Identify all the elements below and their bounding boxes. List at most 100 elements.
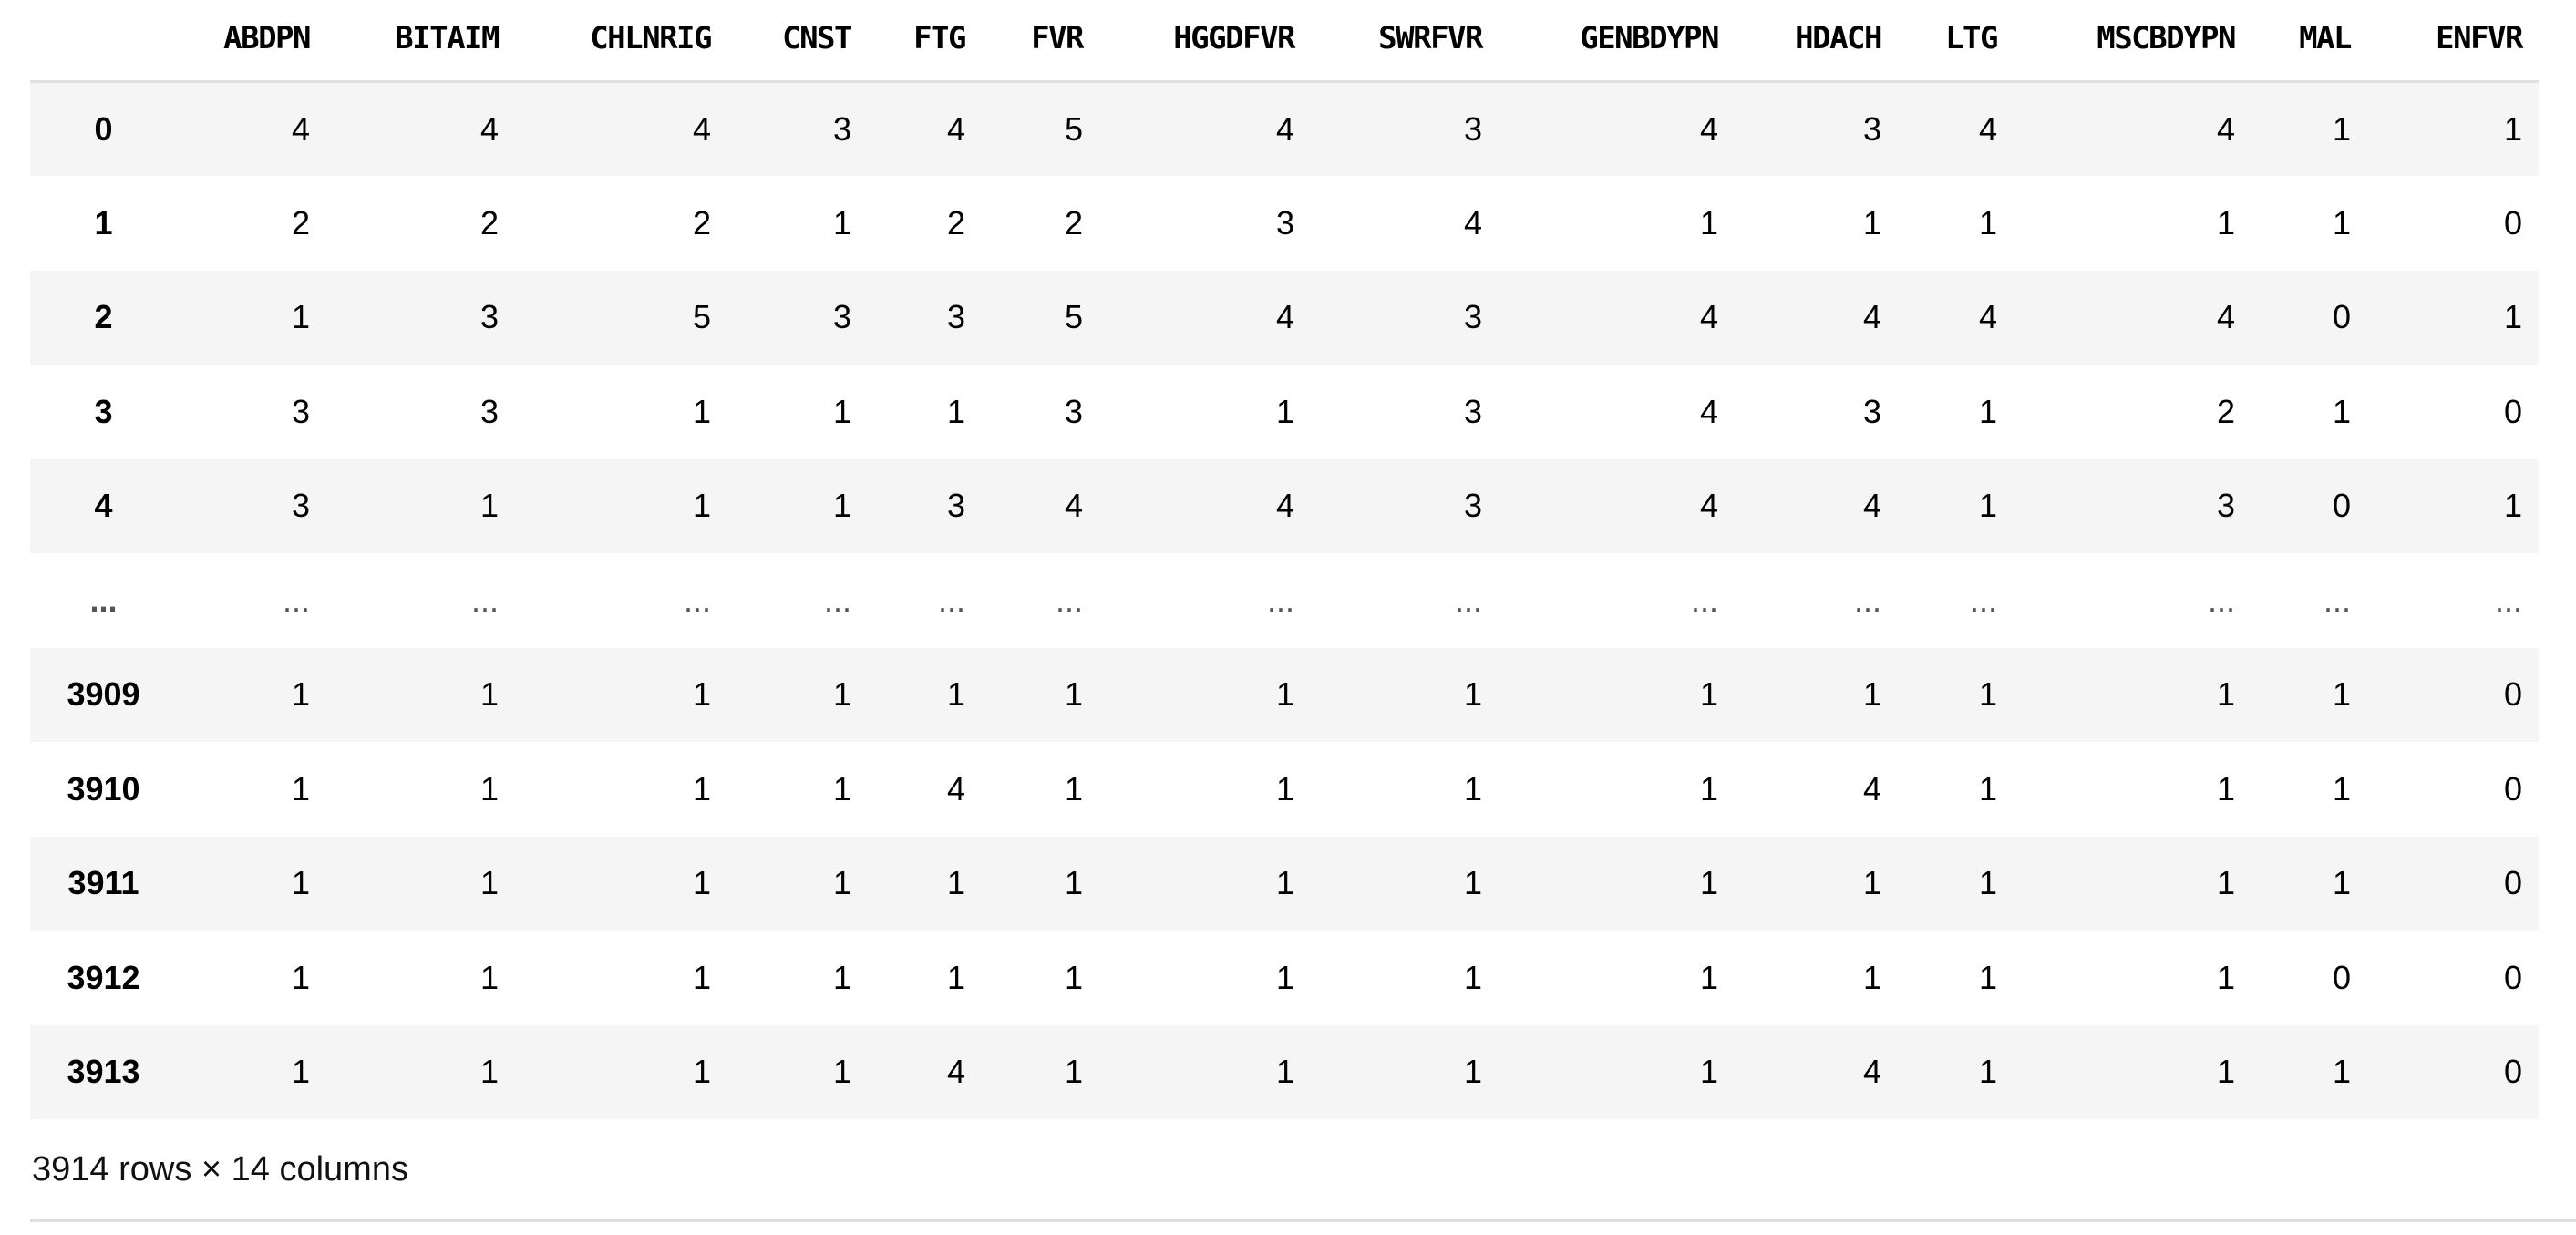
cell-enfvr: 0	[2503, 675, 2522, 714]
cell-bitaim: 3	[479, 298, 499, 336]
cell-mal: 1	[2332, 203, 2351, 242]
cell-chlnrig: 1	[692, 675, 711, 714]
cell-swrfvr: 1	[1463, 769, 1482, 808]
cell-ftg: 3	[946, 487, 965, 525]
cell-cnst: 3	[832, 110, 851, 148]
cell-genbdypn: 4	[1699, 392, 1718, 430]
cell-abdpn: 3	[291, 487, 310, 525]
cell-chlnrig: ...	[683, 581, 711, 619]
cell-mscbdypn: 1	[2216, 1053, 2235, 1091]
cell-mscbdypn: 1	[2216, 864, 2235, 902]
cell-ltg: 1	[1978, 1053, 1997, 1091]
cell-abdpn: 1	[291, 958, 310, 996]
cell-fvr: 1	[1064, 958, 1083, 996]
cell-abdpn: 4	[291, 110, 310, 148]
cell-ftg: 4	[946, 110, 965, 148]
cell-swrfvr: 3	[1463, 110, 1482, 148]
cell-abdpn: 1	[291, 1053, 310, 1091]
cell-bitaim: 3	[479, 392, 499, 430]
cell-enfvr: 1	[2503, 298, 2522, 336]
cell-ltg: 1	[1978, 769, 1997, 808]
cell-bitaim: 1	[479, 487, 499, 525]
table-row: 1 2 2 2 1 2 2 3 4 1 1 1 1 1 0	[30, 176, 2539, 271]
cell-fvr: 3	[1064, 392, 1083, 430]
cell-abdpn: 2	[291, 203, 310, 242]
cell-cnst: 1	[832, 958, 851, 996]
cell-cnst: 1	[832, 864, 851, 902]
table-row: 2 1 3 5 3 3 5 4 3 4 4 4 4 0 1	[30, 270, 2539, 365]
row-index: 2	[94, 298, 113, 336]
cell-ltg: 4	[1978, 298, 1997, 336]
cell-fvr: 1	[1064, 675, 1083, 714]
cell-mscbdypn: 4	[2216, 110, 2235, 148]
column-header-ltg: LTG	[1898, 0, 2014, 83]
cell-chlnrig: 5	[692, 298, 711, 336]
cell-mal: 1	[2332, 392, 2351, 430]
cell-fvr: 1	[1064, 769, 1083, 808]
cell-swrfvr: 1	[1463, 864, 1482, 902]
table-row: 3 3 3 1 1 1 3 1 3 4 3 1 2 1 0	[30, 365, 2539, 459]
cell-cnst: 1	[832, 675, 851, 714]
cell-ftg: ...	[937, 581, 965, 619]
row-index: 4	[94, 487, 113, 525]
column-header-ftg: FTG	[868, 0, 982, 83]
cell-swrfvr: ...	[1454, 581, 1482, 619]
cell-mscbdypn: 1	[2216, 203, 2235, 242]
cell-hdach: 1	[1862, 958, 1881, 996]
dataframe-table: ABDPN BITAIM CHLNRIG CNST FTG FVR HGGDFVR SWRFV…	[30, 0, 2539, 1119]
table-row: 4 3 1 1 1 3 4 4 3 4 4 1 3 0 1	[30, 458, 2539, 553]
cell-hdach: 1	[1862, 864, 1881, 902]
row-index: 3912	[67, 958, 140, 996]
row-index: 3	[94, 392, 113, 430]
row-index: 3911	[67, 864, 139, 902]
table-header: ABDPN BITAIM CHLNRIG CNST FTG FVR HGGDFVR SWRFV…	[30, 0, 2539, 83]
cell-genbdypn: 1	[1699, 675, 1718, 714]
row-index: ...	[89, 581, 118, 619]
cell-hdach: 4	[1862, 1053, 1881, 1091]
cell-ltg: 4	[1978, 110, 1997, 148]
cell-enfvr: 1	[2503, 487, 2522, 525]
cell-cnst: 1	[832, 1053, 851, 1091]
cell-hggdfvr: 1	[1275, 958, 1294, 996]
cell-enfvr: ...	[2494, 581, 2522, 619]
cell-hdach: 1	[1862, 675, 1881, 714]
column-header-hdach: HDACH	[1735, 0, 1898, 83]
cell-cnst: 1	[832, 392, 851, 430]
cell-chlnrig: 1	[692, 392, 711, 430]
cell-chlnrig: 2	[692, 203, 711, 242]
cell-hggdfvr: 4	[1275, 110, 1294, 148]
cell-hggdfvr: 1	[1275, 392, 1294, 430]
cell-bitaim: 1	[479, 769, 499, 808]
cell-swrfvr: 1	[1463, 675, 1482, 714]
cell-hggdfvr: 1	[1275, 1053, 1294, 1091]
table-row: 3913 1 1 1 1 4 1 1 1 1 4 1 1 1 0	[30, 1024, 2539, 1119]
cell-hdach: 4	[1862, 487, 1881, 525]
cell-ftg: 3	[946, 298, 965, 336]
cell-genbdypn: 4	[1699, 487, 1718, 525]
cell-mal: 1	[2332, 864, 2351, 902]
cell-abdpn: 1	[291, 769, 310, 808]
cell-enfvr: 0	[2503, 769, 2522, 808]
column-header-fvr: FVR	[982, 0, 1099, 83]
column-header-swrfvr: SWRFVR	[1311, 0, 1499, 83]
row-index: 3913	[67, 1053, 140, 1091]
cell-mal: 0	[2332, 958, 2351, 996]
cell-bitaim: 1	[479, 864, 499, 902]
table-row: 3912 1 1 1 1 1 1 1 1 1 1 1 1 0 0	[30, 931, 2539, 1025]
ellipsis-row: ........................................…	[30, 553, 2539, 648]
cell-abdpn: 1	[291, 675, 310, 714]
cell-enfvr: 0	[2503, 392, 2522, 430]
table-row: 3910 1 1 1 1 4 1 1 1 1 4 1 1 1 0	[30, 742, 2539, 837]
row-index: 3910	[67, 769, 140, 808]
cell-ftg: 4	[946, 1053, 965, 1091]
cell-swrfvr: 3	[1463, 487, 1482, 525]
cell-hggdfvr: 4	[1275, 487, 1294, 525]
cell-hdach: ...	[1853, 581, 1881, 619]
cell-mal: 1	[2332, 675, 2351, 714]
cell-enfvr: 0	[2503, 958, 2522, 996]
cell-fvr: 2	[1064, 203, 1083, 242]
cell-genbdypn: 1	[1699, 203, 1718, 242]
cell-fvr: 4	[1064, 487, 1083, 525]
column-header-bitaim: BITAIM	[326, 0, 515, 83]
